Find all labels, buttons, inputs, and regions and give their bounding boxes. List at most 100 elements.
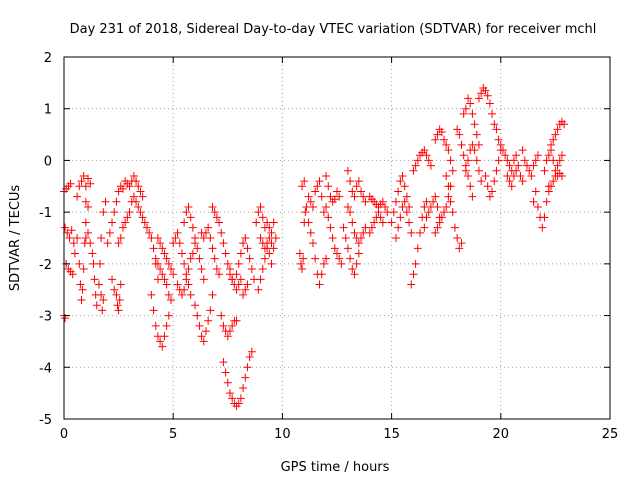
data-point [136,187,145,196]
x-axis-label: GPS time / hours [281,460,390,475]
data-point [162,321,171,330]
data-point [306,228,315,237]
data-point [459,109,468,118]
data-point [267,228,276,237]
data-point [252,218,261,227]
data-point [175,239,184,248]
data-point [299,254,308,263]
data-point [400,197,409,206]
data-point [173,280,182,289]
data-point [208,290,217,299]
data-point [191,301,200,310]
data-point [265,234,274,242]
y-tick-label: -5 [39,413,52,428]
data-point [79,265,88,274]
data-point [243,244,252,253]
x-tick-label: 5 [169,427,177,442]
data-point [533,151,542,160]
data-point [212,265,221,274]
data-point [520,156,529,165]
data-point [129,192,138,201]
data-point [481,171,490,180]
data-point [208,202,217,211]
data-point [551,171,560,180]
data-point [389,208,398,217]
data-point [110,208,119,217]
data-point [177,290,186,299]
data-point [265,249,274,258]
data-point [319,259,328,268]
data-point [333,187,341,196]
data-point [507,182,516,191]
y-tick-label: -3 [39,310,52,325]
data-point [306,197,315,206]
data-point [234,280,243,289]
data-point [201,228,210,237]
data-point [544,187,553,196]
data-point [241,234,250,242]
data-point [354,249,363,258]
data-point [267,239,276,248]
data-point [81,218,90,227]
data-point [76,280,85,289]
data-point [442,202,451,211]
data-point [391,197,400,206]
data-point [239,383,248,392]
data-point [77,177,86,186]
data-point [61,223,70,232]
data-point [381,202,390,211]
data-point [319,208,328,217]
data-point [210,254,219,263]
data-point [73,234,82,242]
data-point [485,99,494,108]
data-point [341,234,350,242]
data-point [424,156,433,165]
data-point [193,244,202,253]
data-point [239,290,248,299]
data-point [402,192,411,201]
data-point [343,166,352,175]
data-point [453,234,462,242]
data-point [108,218,117,227]
data-point [63,228,72,237]
data-point [236,275,245,284]
data-point [324,182,333,191]
data-point [315,280,324,289]
data-point [387,218,396,227]
data-point [440,135,449,144]
data-point [134,182,143,191]
data-point [357,234,366,242]
data-point [225,327,234,336]
data-point [81,182,90,191]
data-point [424,208,433,217]
data-point [145,228,154,237]
data-point [488,187,497,196]
data-point [142,223,151,232]
data-point [337,259,346,268]
data-point [160,275,169,284]
data-point [182,275,191,284]
data-point [308,239,317,248]
data-point [422,151,431,160]
data-point [212,213,221,222]
data-point [317,270,326,279]
data-point [65,234,74,242]
data-point [420,223,429,232]
data-point [184,265,193,274]
data-point [158,244,167,253]
data-point [108,275,117,284]
x-tick-label: 20 [493,427,510,442]
data-point [228,275,237,284]
data-point [459,151,468,160]
data-point [433,202,442,211]
data-point [300,177,309,186]
data-point [75,259,84,268]
data-point [219,358,228,367]
data-point [156,337,165,346]
data-point [114,239,123,248]
data-point [184,280,193,289]
data-point [448,208,457,217]
data-point [112,290,121,299]
data-point [134,202,143,211]
data-point [217,228,226,237]
